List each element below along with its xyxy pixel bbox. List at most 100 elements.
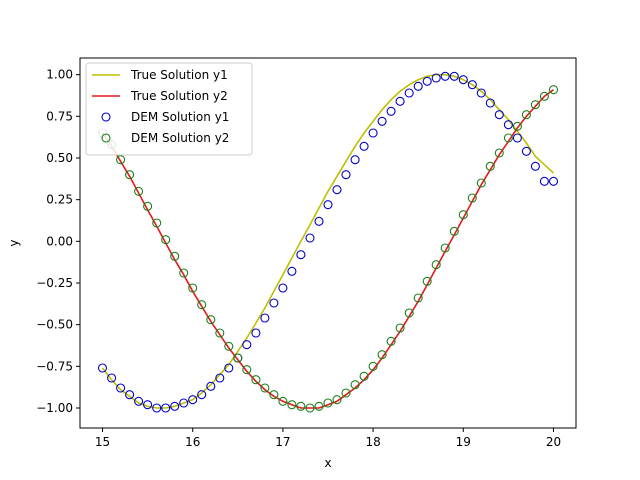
data-point [512, 121, 522, 131]
x-tick-label: 16 [185, 435, 200, 449]
data-point [476, 178, 486, 188]
y-tick-label: 0.00 [46, 234, 73, 248]
data-point [305, 233, 315, 243]
data-point [341, 170, 351, 180]
data-point [233, 353, 243, 363]
y-tick-label: 0.75 [46, 109, 73, 123]
data-point [287, 400, 297, 410]
data-point [521, 146, 531, 156]
data-point [242, 340, 252, 350]
data-point [404, 308, 414, 318]
legend-marker-swatch [101, 133, 111, 143]
data-point [413, 293, 423, 303]
data-point [359, 371, 369, 381]
x-tick-label: 20 [546, 435, 561, 449]
legend-label: True Solution y2 [130, 89, 228, 103]
data-point [359, 141, 369, 151]
y-tick-label: 0.50 [46, 151, 73, 165]
data-point [476, 88, 486, 98]
data-point [296, 250, 306, 260]
data-point [395, 323, 405, 333]
data-point [260, 313, 270, 323]
data-point [458, 75, 468, 85]
data-point [242, 365, 252, 375]
data-point [413, 81, 423, 91]
legend-box [85, 62, 253, 156]
data-point [422, 76, 432, 86]
data-point [467, 193, 477, 203]
legend-label: True Solution y1 [130, 68, 228, 82]
x-tick-label: 18 [365, 435, 380, 449]
data-point [116, 383, 126, 393]
data-point [188, 283, 198, 293]
data-point [107, 373, 117, 383]
legend: True Solution y1 True Solution y2 DEM Solu… [85, 62, 253, 156]
data-point [206, 381, 216, 391]
data-point [431, 260, 441, 270]
data-point [449, 226, 459, 236]
data-point [512, 133, 522, 143]
data-point [485, 98, 495, 108]
data-point [323, 398, 333, 408]
data-point [251, 328, 261, 338]
data-point [152, 403, 162, 413]
data-point [377, 350, 387, 360]
data-point [97, 363, 108, 373]
data-point [386, 106, 396, 116]
data-point [440, 71, 450, 81]
y-tick-label: −1.00 [36, 401, 73, 415]
data-point [404, 88, 414, 98]
data-point [179, 268, 189, 278]
data-point [215, 373, 225, 383]
y-tick-label: −0.25 [36, 276, 73, 290]
x-tick-label: 15 [95, 435, 110, 449]
data-point [179, 398, 189, 408]
data-point [548, 176, 559, 186]
data-point [278, 396, 288, 406]
data-point [134, 396, 144, 406]
data-point [296, 401, 306, 411]
data-point [449, 71, 459, 81]
y-tick-label: 1.00 [46, 68, 73, 82]
data-point [332, 185, 342, 195]
data-point [152, 218, 162, 228]
data-point [503, 120, 513, 130]
data-point [377, 116, 387, 126]
data-point [494, 110, 504, 120]
data-point [341, 388, 351, 398]
series-line [101, 73, 555, 409]
legend-label: DEM Solution y1 [131, 110, 229, 124]
data-point [539, 91, 549, 101]
data-point [431, 73, 441, 83]
y-axis-label: y [7, 239, 21, 246]
data-point [494, 148, 504, 158]
data-point [170, 251, 180, 261]
x-tick-label: 19 [456, 435, 471, 449]
data-point [143, 400, 153, 410]
data-point [350, 155, 360, 165]
data-point [530, 100, 540, 110]
data-point [134, 186, 144, 196]
data-point [368, 128, 378, 138]
data-point [116, 155, 126, 165]
data-point [287, 266, 297, 276]
legend-label: DEM Solution y2 [131, 131, 229, 145]
y-tick-label: −0.50 [36, 318, 73, 332]
data-point [251, 375, 261, 385]
data-point [224, 363, 234, 373]
x-tick-label: 17 [275, 435, 290, 449]
data-point [368, 361, 378, 371]
data-point [278, 283, 288, 293]
data-point [314, 216, 324, 226]
data-point [323, 200, 333, 210]
data-point [125, 170, 135, 180]
data-point [530, 161, 540, 171]
data-point [458, 210, 468, 220]
y-tick-label: −0.75 [36, 359, 73, 373]
data-point [539, 176, 549, 186]
data-point [170, 401, 180, 411]
data-point [521, 110, 531, 120]
data-point [188, 395, 198, 405]
data-point [224, 341, 234, 351]
data-point [161, 235, 171, 245]
